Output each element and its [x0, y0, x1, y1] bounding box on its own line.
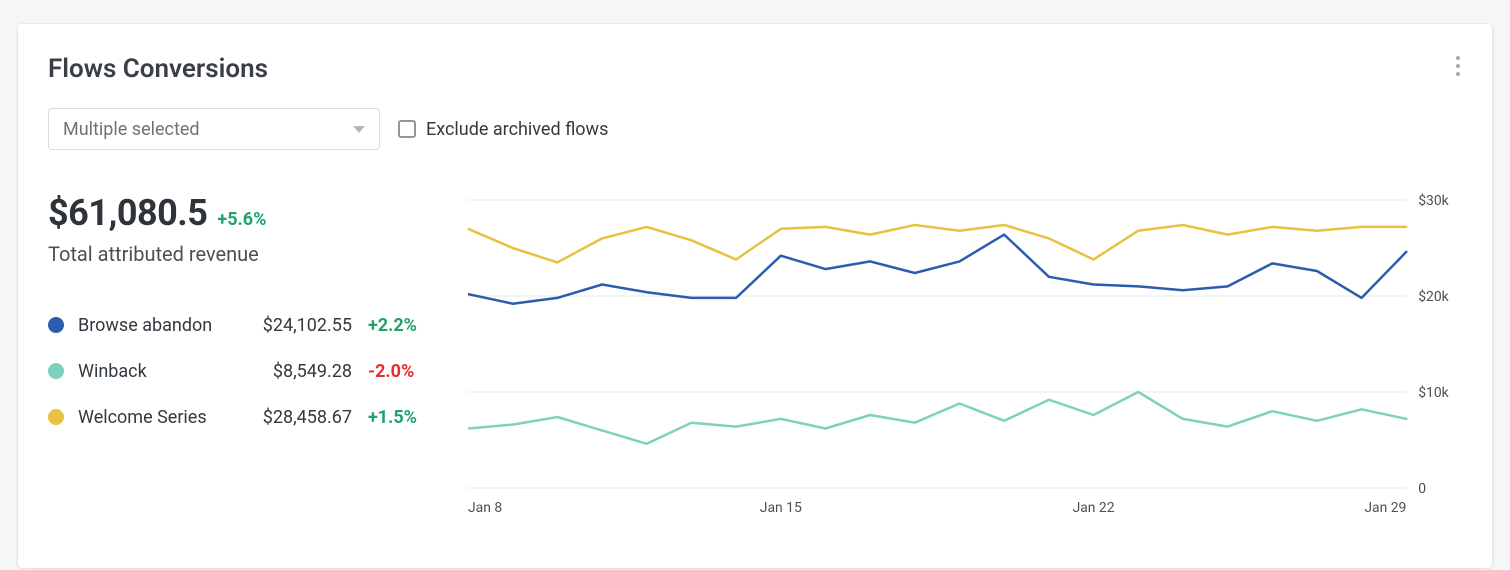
svg-text:Jan 15: Jan 15 — [760, 500, 802, 516]
svg-text:$30k: $30k — [1418, 192, 1449, 209]
dropdown-label: Multiple selected — [63, 119, 353, 140]
summary-panel: $61,080.5 +5.6% Total attributed revenue… — [48, 192, 428, 522]
legend-swatch — [48, 409, 64, 425]
legend-swatch — [48, 363, 64, 379]
total-revenue-delta: +5.6% — [217, 209, 266, 230]
exclude-archived-checkbox[interactable]: Exclude archived flows — [398, 119, 608, 140]
legend-series-value: $28,458.67 — [232, 407, 352, 428]
checkbox-icon — [398, 120, 416, 138]
flows-conversions-card: Flows Conversions Multiple selected Excl… — [18, 24, 1492, 568]
chart-series-line — [468, 235, 1406, 304]
legend: Browse abandon$24,102.55 +2.2% Winback$8,5… — [48, 302, 428, 440]
more-menu-button[interactable] — [1444, 52, 1472, 80]
chevron-down-icon — [353, 126, 365, 133]
total-revenue-subtitle: Total attributed revenue — [48, 242, 428, 266]
legend-swatch — [48, 317, 64, 333]
chart-series-line — [468, 392, 1406, 444]
legend-series-value: $24,102.55 — [232, 315, 352, 336]
legend-series-name: Winback — [78, 361, 232, 382]
checkbox-label: Exclude archived flows — [426, 119, 608, 140]
svg-text:$10k: $10k — [1418, 384, 1449, 401]
card-title: Flows Conversions — [48, 54, 1462, 84]
svg-text:Jan 29: Jan 29 — [1364, 500, 1406, 516]
svg-text:Jan 8: Jan 8 — [468, 500, 502, 516]
legend-series-value: $8,549.28 — [232, 361, 352, 382]
legend-series-name: Browse abandon — [78, 315, 232, 336]
svg-text:0: 0 — [1418, 481, 1426, 497]
legend-row: Winback$8,549.28 -2.0% — [48, 348, 428, 394]
legend-series-delta: +2.2% — [368, 315, 428, 336]
chart-series-line — [468, 225, 1406, 262]
total-revenue-value: $61,080.5 — [48, 192, 207, 234]
svg-text:Jan 22: Jan 22 — [1073, 500, 1115, 516]
legend-row: Welcome Series$28,458.67 +1.5% — [48, 394, 428, 440]
legend-row: Browse abandon$24,102.55 +2.2% — [48, 302, 428, 348]
revenue-chart: 0 $10k $20k $30k Jan 8 Jan 15 Jan 22 Jan 29 — [468, 192, 1462, 522]
legend-series-delta: -2.0% — [368, 361, 428, 382]
flows-filter-dropdown[interactable]: Multiple selected — [48, 108, 380, 150]
svg-text:$20k: $20k — [1418, 288, 1449, 305]
legend-series-name: Welcome Series — [78, 407, 232, 428]
legend-series-delta: +1.5% — [368, 407, 428, 428]
